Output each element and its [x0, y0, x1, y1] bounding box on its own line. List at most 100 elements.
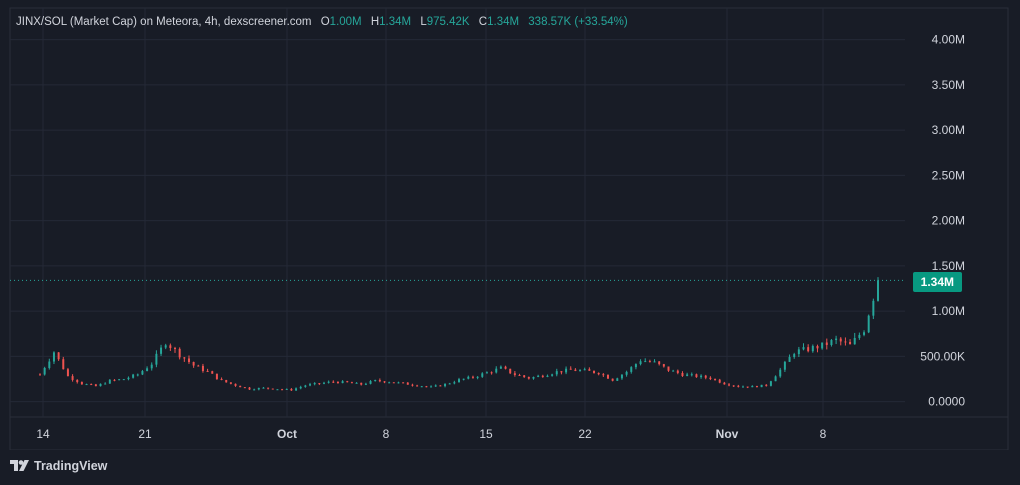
- candle-body: [453, 382, 456, 384]
- candle-body: [518, 374, 521, 376]
- x-tick-label: 15: [479, 427, 493, 441]
- candle-body: [276, 389, 279, 391]
- candle-body: [788, 357, 791, 362]
- candle-body: [639, 361, 642, 365]
- candle-body: [397, 382, 400, 384]
- candle-body: [94, 384, 97, 387]
- candle-body: [700, 375, 703, 378]
- candle-body: [211, 371, 214, 374]
- candle-body: [732, 385, 735, 387]
- candle-body: [681, 372, 684, 377]
- candle-body: [267, 387, 270, 389]
- tradingview-icon: [10, 460, 29, 471]
- candle-body: [285, 388, 288, 390]
- candle-body: [192, 362, 195, 366]
- candle-body: [448, 383, 451, 385]
- candle-body: [369, 381, 372, 384]
- candle-body: [737, 385, 740, 387]
- candle-body: [797, 349, 800, 355]
- tradingview-logo[interactable]: TradingView: [10, 459, 107, 473]
- candle-body: [830, 340, 833, 345]
- candle-body: [304, 385, 307, 387]
- candle-body: [844, 341, 847, 343]
- candle-body: [118, 379, 121, 381]
- candle-body: [644, 361, 647, 363]
- candle-body: [835, 338, 838, 341]
- legend-low-value: 975.42K: [426, 16, 470, 28]
- candle-body: [229, 382, 232, 384]
- candle-body: [201, 365, 204, 371]
- candle-body: [611, 378, 614, 381]
- candle-body: [299, 386, 302, 389]
- legend-open-label: O: [320, 16, 330, 28]
- candle-body: [816, 346, 819, 349]
- candle-body: [467, 376, 470, 379]
- candle-body: [104, 383, 107, 385]
- candle-body: [872, 300, 875, 316]
- candle-body: [658, 361, 661, 365]
- candle-body: [434, 385, 437, 387]
- candle-body: [248, 387, 251, 390]
- candle-body: [760, 384, 763, 388]
- candle-body: [686, 374, 689, 377]
- candle-body: [690, 374, 693, 376]
- candle-body: [783, 361, 786, 370]
- candle-body: [80, 382, 83, 385]
- candle-body: [769, 381, 772, 386]
- candle-body: [174, 348, 177, 350]
- candle-body: [392, 382, 395, 384]
- candle-body: [513, 373, 516, 375]
- candle-body: [355, 382, 358, 384]
- candle-body: [746, 386, 749, 388]
- candle-body: [57, 352, 60, 360]
- candle-body: [383, 381, 386, 383]
- candle-body: [839, 338, 842, 342]
- candle-body: [625, 371, 628, 375]
- candle-body: [765, 384, 768, 386]
- candle-body: [146, 368, 149, 372]
- candle-body: [378, 379, 381, 382]
- candle-body: [178, 348, 181, 358]
- x-tick-label: Nov: [716, 427, 739, 441]
- candle-body: [714, 379, 717, 381]
- candle-body: [676, 370, 679, 373]
- candle-body: [364, 383, 367, 385]
- candle-body: [220, 378, 223, 380]
- candle-body: [183, 357, 186, 359]
- candlestick-chart[interactable]: 0.0000 500.00K 1.00M 1.50M 2.00M 2.50M 3.00M 3.…: [0, 0, 1020, 450]
- candle-body: [374, 379, 377, 382]
- candle-body: [150, 364, 153, 369]
- candle-body: [774, 376, 777, 382]
- y-tick-label: 4.00M: [932, 33, 965, 47]
- candle-body: [672, 370, 675, 372]
- candle-body: [588, 369, 591, 371]
- candle-body: [71, 376, 74, 380]
- x-tick-label: 22: [578, 427, 592, 441]
- candle-body: [85, 384, 88, 386]
- candle-body: [462, 378, 465, 380]
- candle-body: [634, 364, 637, 368]
- x-tick-label: Oct: [277, 427, 297, 441]
- legend-open-value: 1.00M: [329, 16, 362, 28]
- chart-frame: [9, 7, 1009, 450]
- candle-body: [225, 379, 228, 383]
- candle-body: [807, 347, 810, 352]
- candle-body: [802, 347, 805, 350]
- candle-body: [620, 374, 623, 379]
- candle-body: [537, 375, 540, 377]
- candle-body: [555, 371, 558, 375]
- candle-body: [350, 382, 353, 384]
- candle-body: [867, 315, 870, 333]
- candle-body: [309, 384, 312, 386]
- candle-body: [360, 382, 363, 385]
- x-tick-label: 21: [138, 427, 152, 441]
- candle-body: [560, 371, 563, 373]
- candle-body: [122, 379, 125, 381]
- candle-body: [704, 375, 707, 378]
- candle-body: [99, 383, 102, 387]
- candle-body: [849, 341, 852, 345]
- candle-body: [509, 368, 512, 374]
- candle-body: [327, 381, 330, 383]
- candle-body: [76, 379, 79, 383]
- brand-label: TradingView: [34, 459, 108, 473]
